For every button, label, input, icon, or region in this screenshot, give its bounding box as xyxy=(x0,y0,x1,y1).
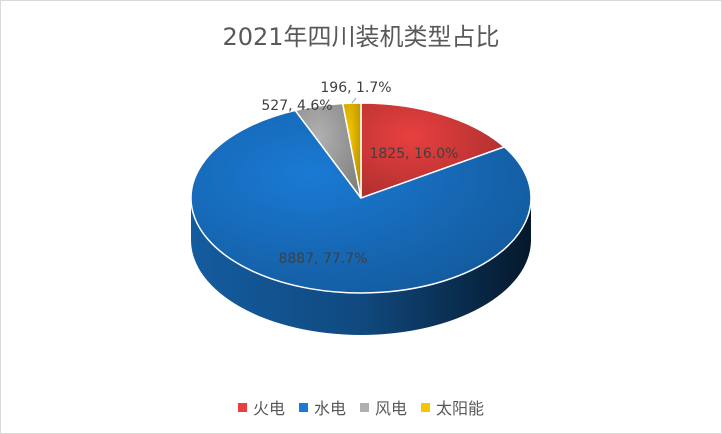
legend-label-3: 太阳能 xyxy=(436,399,485,418)
leader-line-3 xyxy=(351,97,357,104)
leader-line-2 xyxy=(316,105,320,117)
slice-1 xyxy=(190,109,532,294)
legend-swatch-2 xyxy=(360,402,369,412)
legend-swatch-0 xyxy=(237,402,247,412)
legend-item-1: 水电 xyxy=(298,395,346,419)
data-label-2: 527, 4.6% xyxy=(261,98,332,114)
legend-label-0: 火电 xyxy=(252,399,285,418)
legend-swatch-1 xyxy=(298,402,308,412)
legend-label-2: 风电 xyxy=(375,399,408,418)
chart-legend: 火电 水电 风电 太阳能 xyxy=(1,395,721,419)
legend-item-3: 太阳能 xyxy=(421,395,484,419)
slice-side-1 xyxy=(191,198,531,335)
legend-label-1: 水电 xyxy=(313,399,346,418)
data-label-3: 196, 1.7% xyxy=(320,80,391,96)
legend-item-2: 风电 xyxy=(360,395,407,419)
data-label-1: 8887, 77.7% xyxy=(278,251,367,267)
slice-0 xyxy=(360,102,506,200)
legend-swatch-3 xyxy=(421,402,431,412)
legend-item-0: 火电 xyxy=(237,395,285,419)
chart-title: 2021年四川装机类型占比 xyxy=(222,23,500,51)
data-label-0: 1825, 16.0% xyxy=(369,146,458,162)
